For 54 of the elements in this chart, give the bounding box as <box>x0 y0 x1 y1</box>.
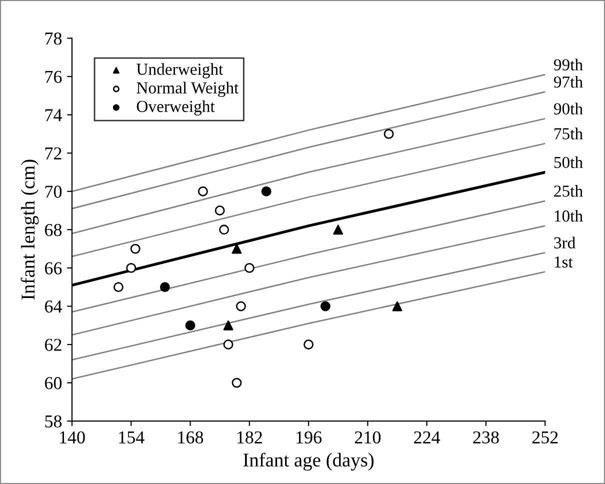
legend-label: Overweight <box>136 100 215 116</box>
point <box>261 186 272 196</box>
y-tick-label: 64 <box>44 300 62 313</box>
point <box>304 340 314 350</box>
y-tick-label: 76 <box>45 70 62 83</box>
point <box>384 128 394 139</box>
point <box>333 224 344 235</box>
x-tick-label: 196 <box>296 431 322 444</box>
x-tick-label: 154 <box>119 431 144 444</box>
series-label: 1st <box>554 256 573 268</box>
y-tick-label: 62 <box>44 338 62 351</box>
x-tick-label: 224 <box>414 431 440 444</box>
y-tick-label: 66 <box>44 262 62 274</box>
y-tick-label: 70 <box>45 186 62 198</box>
series-label: 10th <box>554 210 583 222</box>
legend-label: Normal Weight <box>136 82 239 97</box>
point <box>185 320 196 330</box>
series-label: 50th <box>554 156 583 168</box>
y-tick-label: 60 <box>44 377 62 390</box>
series-label: 99th <box>554 58 583 70</box>
point <box>392 301 402 312</box>
legend-label: Underweight <box>136 63 224 78</box>
point <box>244 262 254 273</box>
point <box>198 186 208 196</box>
point <box>130 244 140 254</box>
series-label: 97th <box>554 76 583 88</box>
y-tick-label: 68 <box>44 224 62 236</box>
x-tick-label: 168 <box>178 431 204 444</box>
x-tick-label: 238 <box>473 431 499 444</box>
point <box>223 340 234 350</box>
point <box>160 282 170 292</box>
y-tick-label: 74 <box>45 109 62 122</box>
point <box>236 301 246 312</box>
series-label: 90th <box>554 102 583 114</box>
x-tick-label: 182 <box>237 431 262 444</box>
point <box>223 320 234 330</box>
point <box>232 244 242 254</box>
point <box>113 282 124 292</box>
point <box>214 206 225 216</box>
series-label: 3rd <box>554 236 576 248</box>
y-tick-label: 72 <box>45 147 62 160</box>
x-tick-label: 252 <box>532 431 558 444</box>
series-label: 75th <box>554 128 583 140</box>
series-label: 25th <box>554 185 583 197</box>
y-tick-label: 78 <box>45 32 62 45</box>
point <box>232 378 242 388</box>
y-tick-label: 58 <box>45 415 62 428</box>
x-tick-label: 210 <box>354 431 381 444</box>
point <box>126 262 136 273</box>
point <box>320 301 330 312</box>
point <box>219 224 230 235</box>
x-axis-title: Infant age (days) <box>243 452 374 471</box>
x-tick-label: 140 <box>60 431 85 444</box>
y-axis-title: Infant length (cm) <box>20 160 39 300</box>
